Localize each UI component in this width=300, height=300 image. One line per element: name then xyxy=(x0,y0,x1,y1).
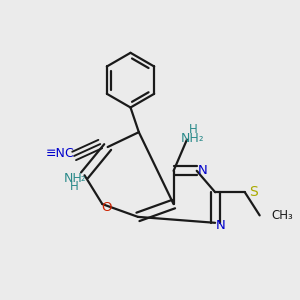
Text: ≡N: ≡N xyxy=(46,147,66,160)
Text: ₂: ₂ xyxy=(198,133,202,143)
Text: NH: NH xyxy=(64,172,83,185)
Text: H: H xyxy=(70,180,79,193)
Text: N: N xyxy=(216,219,226,232)
Text: H: H xyxy=(188,123,197,136)
Text: N: N xyxy=(198,164,208,177)
Text: ₂: ₂ xyxy=(81,173,85,183)
Text: C: C xyxy=(64,147,73,160)
Text: NH: NH xyxy=(181,132,199,145)
Text: S: S xyxy=(249,185,257,199)
Text: CH₃: CH₃ xyxy=(271,209,293,222)
Text: O: O xyxy=(101,201,112,214)
